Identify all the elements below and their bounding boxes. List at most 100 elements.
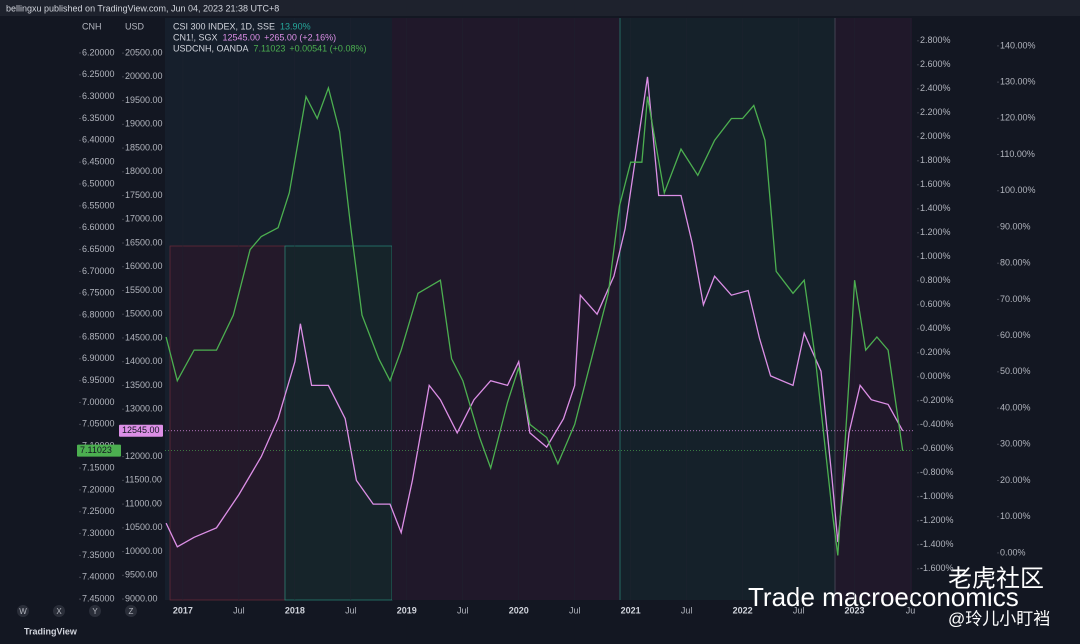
y-tick-label: 10500.00 xyxy=(125,522,163,532)
y-tick-label: 80.00% xyxy=(1000,258,1031,268)
legend-name: USDCNH, OANDA xyxy=(173,43,249,53)
toolbar-button[interactable] xyxy=(89,605,101,617)
legend-change: +0.00541 (+0.08%) xyxy=(289,43,366,53)
y-tick-label: 1.200% xyxy=(920,227,951,237)
y-tick-label: 6.45000 xyxy=(82,157,115,167)
y-tick-label: 6.80000 xyxy=(82,309,115,319)
y-tick-label: -1.400% xyxy=(920,539,954,549)
toolbar-label: X xyxy=(56,607,62,616)
zone xyxy=(284,245,393,601)
x-tick-label: Jul xyxy=(457,605,469,615)
y-tick-label: 7.05000 xyxy=(82,419,115,429)
y-tick-label: 30.00% xyxy=(1000,439,1031,449)
y-tick-label: 2.800% xyxy=(920,35,951,45)
y-tick-label: -0.800% xyxy=(920,467,954,477)
y-tick-label: -0.600% xyxy=(920,443,954,453)
y-tick-label: 15500.00 xyxy=(125,285,163,295)
price-tag-label: 7.11023 xyxy=(80,445,112,455)
y-tick-label: 7.25000 xyxy=(82,506,115,516)
y-tick-label: 20.00% xyxy=(1000,475,1031,485)
header-bar xyxy=(0,0,1080,16)
y-tick-label: 0.400% xyxy=(920,323,951,333)
y-tick-label: 11500.00 xyxy=(125,475,162,485)
price-tag-label: 12545.00 xyxy=(122,425,160,435)
y-tick-label: 15000.00 xyxy=(125,309,163,319)
toolbar-label: Y xyxy=(92,607,98,616)
y-tick-label: 2.400% xyxy=(920,83,951,93)
y-tick-label: 10000.00 xyxy=(125,546,163,556)
legend-change: +265.00 (+2.16%) xyxy=(264,32,336,42)
footer-bar xyxy=(0,604,1080,644)
watermark-title: Trade macroeconomics xyxy=(748,582,1019,612)
y-tick-label: 0.600% xyxy=(920,299,951,309)
y-tick-label: 0.000% xyxy=(920,371,951,381)
header: bellingxu published on TradingView.com, … xyxy=(6,3,279,13)
zone xyxy=(169,245,286,601)
footer: TradingView xyxy=(24,626,78,636)
y-tick-label: 6.95000 xyxy=(82,375,115,385)
y-tick-label: 10.00% xyxy=(1000,511,1031,521)
y-tick-label: 140.00% xyxy=(1000,40,1036,50)
legend-value: 12545.00 xyxy=(223,32,261,42)
y-tick-label: 11000.00 xyxy=(125,498,162,508)
y-tick-label: 7.40000 xyxy=(82,572,115,582)
y-tick-label: 9000.00 xyxy=(125,593,158,603)
y-tick-label: 0.00% xyxy=(1000,547,1026,557)
toolbar-button[interactable] xyxy=(53,605,65,617)
x-tick-label: 2018 xyxy=(285,605,305,615)
y-tick-label: 18500.00 xyxy=(125,142,163,152)
y-tick-label: 6.40000 xyxy=(82,135,115,145)
y-tick-label: 16500.00 xyxy=(125,237,163,247)
y-tick-label: 2.600% xyxy=(920,59,951,69)
axis-title: CNH xyxy=(82,21,102,31)
y-tick-label: 1.600% xyxy=(920,179,951,189)
y-tick-label: 1.400% xyxy=(920,203,951,213)
y-tick-label: 6.65000 xyxy=(82,244,115,254)
y-tick-label: 120.00% xyxy=(1000,113,1036,123)
y-tick-label: -0.200% xyxy=(920,395,954,405)
y-tick-label: 17500.00 xyxy=(125,190,163,200)
y-tick-label: 14000.00 xyxy=(125,356,163,366)
toolbar-button[interactable] xyxy=(17,605,29,617)
series-line xyxy=(165,76,904,548)
legend-name: CN1!, SGX xyxy=(173,32,218,42)
legend-name: CSI 300 INDEX, 1D, SSE xyxy=(173,21,275,31)
price-tag xyxy=(77,444,121,457)
zone xyxy=(392,18,620,600)
y-tick-label: 110.00% xyxy=(1000,149,1035,159)
watermark-site: 老虎社区 xyxy=(948,565,1044,592)
y-tick-label: 130.00% xyxy=(1000,76,1036,86)
x-tick-label: 2017 xyxy=(173,605,193,615)
y-tick-label: 7.20000 xyxy=(82,484,115,494)
x-tick-label: Jul xyxy=(345,605,357,615)
x-tick-label: 2020 xyxy=(509,605,529,615)
y-tick-label: -1.000% xyxy=(920,491,954,501)
x-tick-label: Jul xyxy=(681,605,693,615)
y-tick-label: 7.15000 xyxy=(82,462,115,472)
y-tick-label: 40.00% xyxy=(1000,402,1031,412)
y-tick-label: 6.90000 xyxy=(82,353,115,363)
y-tick-label: 16000.00 xyxy=(125,261,163,271)
y-tick-label: 6.60000 xyxy=(82,222,115,232)
toolbar-button[interactable] xyxy=(125,605,137,617)
y-tick-label: 7.30000 xyxy=(82,528,115,538)
y-tick-label: 6.35000 xyxy=(82,113,115,123)
y-tick-label: 18000.00 xyxy=(125,166,163,176)
y-tick-label: 6.20000 xyxy=(82,47,115,57)
y-tick-label: 19500.00 xyxy=(125,95,163,105)
x-tick-label: Jul xyxy=(569,605,581,615)
x-tick-label: Ju xyxy=(906,605,916,615)
y-tick-label: 7.35000 xyxy=(82,550,115,560)
y-tick-label: -1.600% xyxy=(920,563,954,573)
y-tick-label: 2.000% xyxy=(920,131,951,141)
y-tick-label: -0.400% xyxy=(920,419,954,429)
toolbar-label: W xyxy=(19,607,27,616)
price-tag xyxy=(119,424,163,437)
y-tick-label: 6.85000 xyxy=(82,331,115,341)
y-tick-label: 0.800% xyxy=(920,275,951,285)
y-tick-label: 17000.00 xyxy=(125,214,163,224)
y-tick-label: 14500.00 xyxy=(125,332,163,342)
x-tick-label: 2023 xyxy=(845,605,865,615)
legend-value: 13.90% xyxy=(280,21,311,31)
